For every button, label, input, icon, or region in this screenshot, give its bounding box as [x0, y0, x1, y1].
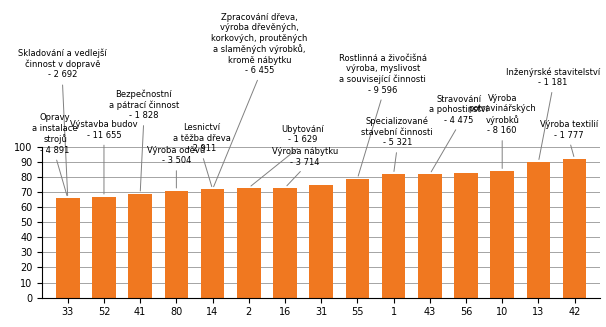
Bar	[527, 162, 550, 298]
Bar	[490, 171, 514, 298]
Bar	[382, 174, 405, 298]
Bar	[310, 185, 333, 298]
Text: Výroba textilií
- 1 777: Výroba textilií - 1 777	[540, 120, 598, 157]
Bar	[237, 188, 261, 298]
Text: Výroba oděvů
- 3 504: Výroba oděvů - 3 504	[147, 145, 205, 188]
Text: Ubytování
- 1 629: Ubytování - 1 629	[251, 125, 324, 186]
Bar	[418, 174, 442, 298]
Bar	[201, 189, 224, 298]
Text: Zpracování dřeva,
výroba dřevěných,
korkových, proutěných
a slaměných výrobků,
k: Zpracování dřeva, výroba dřevěných, kork…	[211, 13, 308, 187]
Bar	[56, 198, 79, 298]
Text: Specializované
stavební činnosti
- 5 321: Specializované stavební činnosti - 5 321	[361, 117, 433, 171]
Bar	[92, 197, 116, 298]
Text: Bezpečnostní
a pátrací činnost
- 1 828: Bezpečnostní a pátrací činnost - 1 828	[108, 89, 179, 191]
Bar	[563, 159, 587, 298]
Text: Lesnictví
a těžba dřeva
- 2 911: Lesnictví a těžba dřeva - 2 911	[173, 123, 231, 187]
Text: Skladování a vedlejší
činnost v dopravě
- 2 692: Skladování a vedlejší činnost v dopravě …	[18, 49, 107, 196]
Bar	[128, 194, 152, 298]
Text: Rostlinná a živočišná
výroba, myslivost
a související činnosti
- 9 596: Rostlinná a živočišná výroba, myslivost …	[339, 54, 427, 176]
Text: Stravování
a pohostinství
- 4 475: Stravování a pohostinství - 4 475	[429, 95, 488, 172]
Bar	[454, 173, 478, 298]
Text: Inženýrské stavitelství
- 1 181: Inženýrské stavitelství - 1 181	[506, 67, 600, 160]
Text: Opravy
a instalace
strojů
- 4 891: Opravy a instalace strojů - 4 891	[32, 113, 78, 196]
Text: Výroba nábytku
- 3 714: Výroba nábytku - 3 714	[271, 147, 338, 186]
Bar	[345, 179, 369, 298]
Bar	[273, 188, 297, 298]
Bar	[165, 191, 188, 298]
Text: Výstavba budov
- 11 655: Výstavba budov - 11 655	[70, 120, 138, 194]
Text: Výroba
potravinářských
výrobků
- 8 160: Výroba potravinářských výrobků - 8 160	[468, 94, 536, 168]
